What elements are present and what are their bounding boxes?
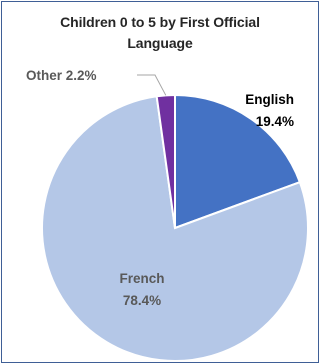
pie-slice-french — [41, 95, 309, 362]
slice-value-english: 19.4% — [256, 114, 294, 129]
chart-title: Children 0 to 5 by First Official Langua… — [2, 12, 318, 54]
chart-title-line-2: Language — [127, 35, 193, 51]
slice-name-english: English — [245, 92, 294, 107]
slice-labels: English 19.4% French 78.4% Other 2.2% — [26, 68, 294, 308]
slice-label-other: Other 2.2% — [26, 68, 97, 83]
leader-line-other — [137, 74, 167, 96]
pie-chart: English 19.4% French 78.4% Other 2.2% — [26, 68, 309, 362]
leader-lines — [137, 74, 167, 96]
chart-title-line-1: Children 0 to 5 by First Official — [60, 14, 260, 30]
slice-name-french: French — [119, 271, 164, 286]
pie-slice-english — [174, 93, 302, 230]
slice-value-french: 78.4% — [123, 293, 161, 308]
pie-slice-other — [155, 93, 176, 229]
pie-slices — [41, 93, 309, 362]
